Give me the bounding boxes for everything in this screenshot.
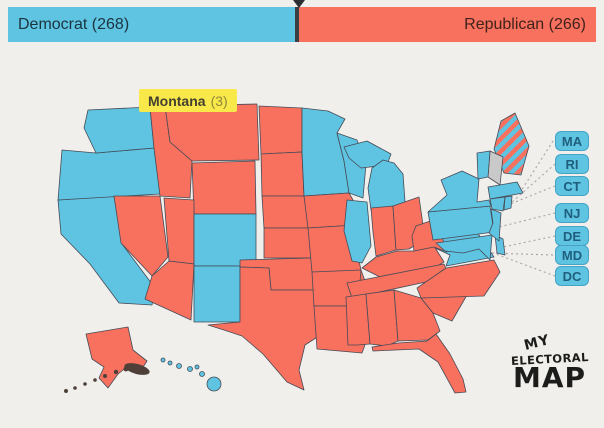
state-hi[interactable] — [194, 364, 200, 370]
republican-bar-label: Republican (266) — [464, 15, 586, 33]
aleutian-islands — [124, 363, 150, 375]
aleutian-islands — [73, 386, 77, 390]
state-chip-dc[interactable]: DC — [555, 266, 589, 286]
state-chip-nj[interactable]: NJ — [555, 203, 589, 223]
state-in[interactable] — [370, 205, 397, 257]
state-hi[interactable] — [206, 376, 222, 392]
leader-line-md — [488, 252, 554, 256]
leader-line-nj — [498, 212, 556, 228]
state-co[interactable] — [193, 213, 257, 267]
state-or[interactable] — [57, 147, 161, 201]
state-il[interactable] — [343, 199, 372, 264]
logo-line-map: MAP — [513, 361, 587, 394]
state-ny[interactable] — [427, 170, 492, 213]
state-hi[interactable] — [160, 357, 166, 363]
threshold-marker-icon — [293, 0, 305, 8]
state-wa[interactable] — [83, 106, 155, 154]
state-nv[interactable] — [113, 195, 169, 277]
state-vt[interactable] — [476, 150, 491, 180]
state-nm[interactable] — [193, 265, 241, 323]
state-hi[interactable] — [199, 371, 205, 377]
state-chip-md[interactable]: MD — [555, 245, 589, 265]
state-hi[interactable] — [176, 363, 182, 369]
aleutian-islands — [113, 369, 119, 375]
state-nc[interactable] — [416, 259, 501, 299]
state-tooltip: Montana (3) — [139, 89, 237, 112]
state-sd[interactable] — [260, 151, 305, 197]
leader-line-de — [502, 235, 556, 248]
aleutian-islands — [103, 374, 107, 378]
bar-divider — [295, 7, 300, 42]
state-ma[interactable] — [487, 181, 524, 200]
state-mt[interactable] — [164, 103, 260, 162]
democrat-bar-segment: Democrat (268) — [8, 7, 296, 42]
state-nd[interactable] — [258, 105, 303, 155]
state-fl[interactable] — [371, 333, 467, 394]
state-chip-ma[interactable]: MA — [555, 131, 589, 151]
republican-bar-segment: Republican (266) — [299, 7, 596, 42]
state-nj[interactable] — [488, 208, 502, 242]
state-ks[interactable] — [263, 227, 312, 259]
tooltip-state-name: Montana — [148, 92, 206, 109]
leader-line-dc — [476, 246, 556, 277]
state-ms[interactable] — [345, 293, 371, 346]
state-hi[interactable] — [167, 360, 173, 366]
state-ri[interactable] — [503, 195, 513, 211]
state-hi[interactable] — [187, 366, 193, 372]
state-ut[interactable] — [163, 197, 195, 265]
aleutian-islands — [83, 382, 87, 386]
state-ak[interactable] — [85, 326, 148, 389]
democrat-bar-label: Democrat (268) — [18, 15, 130, 33]
state-al[interactable] — [365, 289, 399, 347]
aleutian-islands — [64, 389, 68, 393]
state-chip-ct[interactable]: CT — [555, 176, 589, 196]
aleutian-islands — [93, 378, 97, 382]
state-ct[interactable] — [489, 196, 506, 212]
tooltip-electoral-votes: (3) — [210, 92, 228, 109]
state-ne[interactable] — [261, 195, 310, 229]
state-tx[interactable] — [207, 266, 326, 391]
state-chip-de[interactable]: DE — [555, 226, 589, 246]
aleutian-islands — [123, 366, 129, 372]
state-chip-ri[interactable]: RI — [555, 154, 589, 174]
state-nh[interactable] — [487, 150, 504, 186]
state-wy[interactable] — [191, 160, 257, 215]
electoral-vote-bar: Democrat (268) Republican (266) — [8, 7, 596, 42]
state-az[interactable] — [144, 260, 195, 321]
